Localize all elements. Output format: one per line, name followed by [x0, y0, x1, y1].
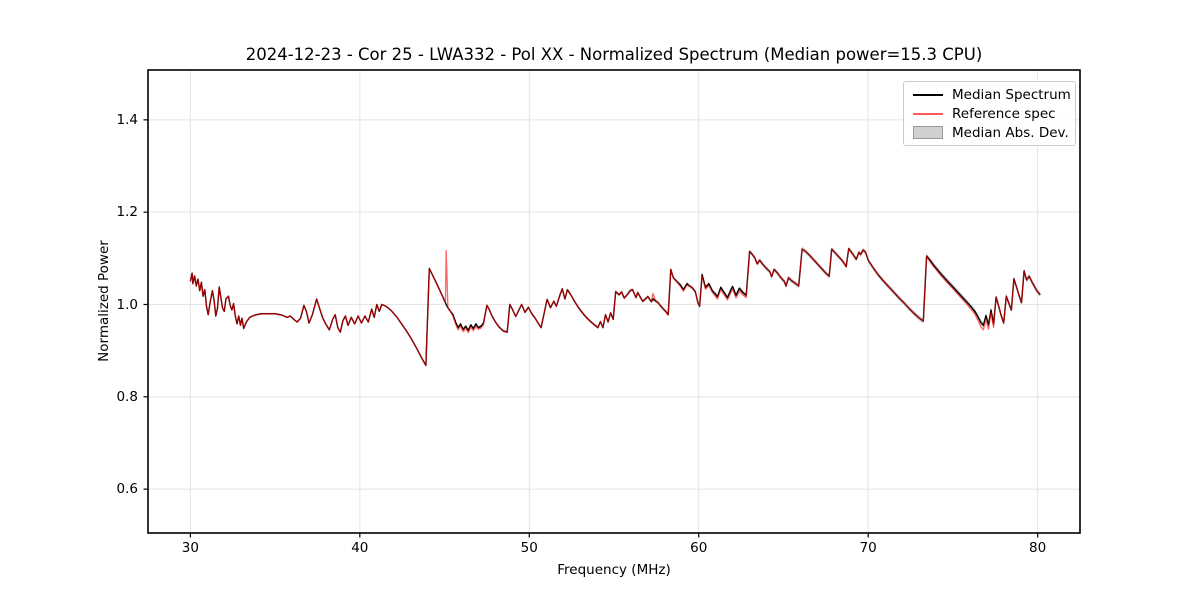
mad-band [190, 246, 1041, 367]
y-tick-label: 0.6 [116, 481, 138, 498]
x-tick-label: 50 [520, 540, 538, 556]
median-spectrum-line [189, 247, 1041, 367]
legend-label: Median Abs. Dev. [952, 124, 1069, 141]
mad-patch-swatch [913, 126, 943, 139]
y-tick-label: 1.2 [116, 204, 138, 221]
y-tick-label: 1.4 [116, 111, 138, 128]
legend-item-reference-spec: Reference spec [913, 106, 1066, 122]
legend: Median Spectrum Reference spec Median Ab… [903, 81, 1076, 146]
legend-item-median-abs-dev: Median Abs. Dev. [913, 124, 1069, 141]
x-tick-label: 60 [690, 540, 708, 556]
legend-label: Median Spectrum [952, 86, 1071, 103]
reference-spec-line [189, 247, 1041, 367]
legend-item-median-spectrum: Median Spectrum [913, 87, 1071, 103]
y-tick-label: 0.8 [116, 388, 138, 405]
x-tick-label: 30 [181, 540, 199, 556]
reference-line-swatch [913, 112, 943, 115]
legend-label: Reference spec [952, 105, 1056, 122]
median-line-swatch [913, 93, 943, 96]
y-tick-label: 1.0 [116, 296, 138, 313]
chart-title: 2024-12-23 - Cor 25 - LWA332 - Pol XX - … [245, 45, 983, 64]
x-tick-label: 80 [1029, 540, 1047, 556]
axes-spines [147, 69, 1081, 534]
x-axis-label: Frequency (MHz) [557, 562, 671, 578]
y-axis-label: Normalized Power [96, 240, 112, 362]
x-tick-label: 70 [859, 540, 877, 556]
x-tick-label: 40 [351, 540, 369, 556]
